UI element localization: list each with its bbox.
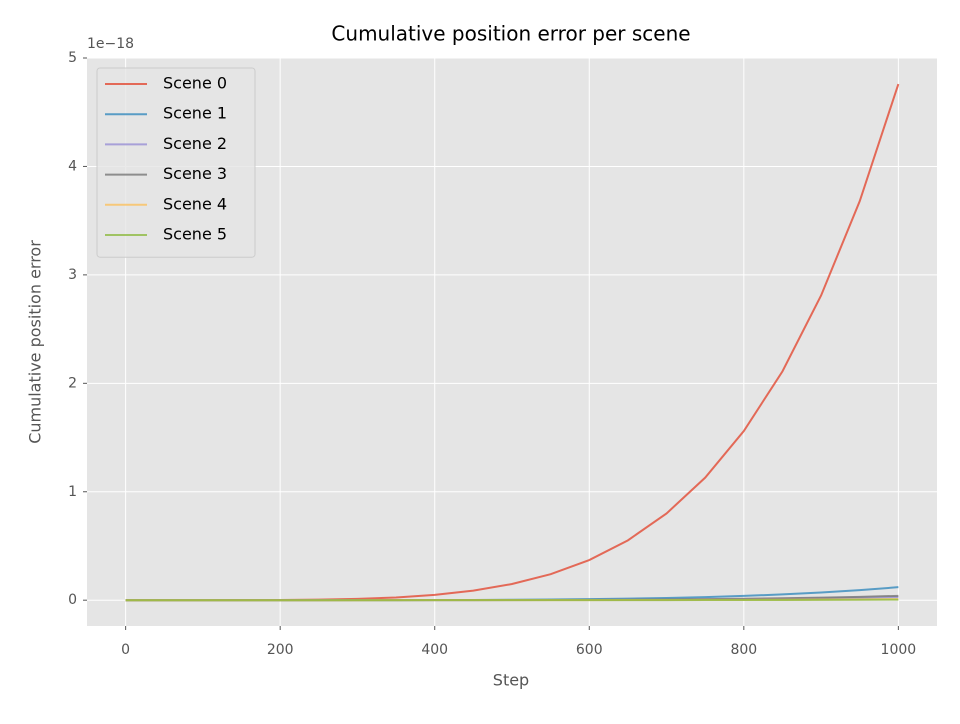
series-line (125, 598, 899, 602)
legend-label: Scene 3 (163, 164, 227, 183)
legend-label: Scene 1 (163, 104, 227, 123)
y-axis-label: Cumulative position error (26, 240, 45, 444)
chart-title: Cumulative position error per scene (331, 22, 690, 46)
x-tick-label: 0 (121, 642, 130, 658)
legend-box (96, 67, 256, 258)
y-tick-label: 0 (68, 592, 77, 608)
legend-label: Scene 4 (163, 194, 227, 213)
x-tick-label: 200 (267, 642, 294, 658)
y-tick-label: 5 (68, 50, 77, 66)
y-tick-label: 3 (68, 267, 77, 283)
x-tick-label: 600 (576, 642, 603, 658)
y-offset-label: 1e−18 (87, 36, 134, 52)
y-tick-label: 1 (68, 484, 77, 500)
y-tick-label: 4 (68, 158, 77, 174)
x-axis-label: Step (493, 671, 529, 690)
y-tick-label: 2 (68, 375, 77, 391)
x-tick-label: 1000 (881, 642, 917, 658)
x-tick-label: 800 (730, 642, 757, 658)
x-tick-label: 400 (421, 642, 448, 658)
legend-label: Scene 5 (163, 225, 227, 244)
legend-label: Scene 2 (163, 134, 227, 153)
legend-label: Scene 0 (163, 74, 227, 93)
